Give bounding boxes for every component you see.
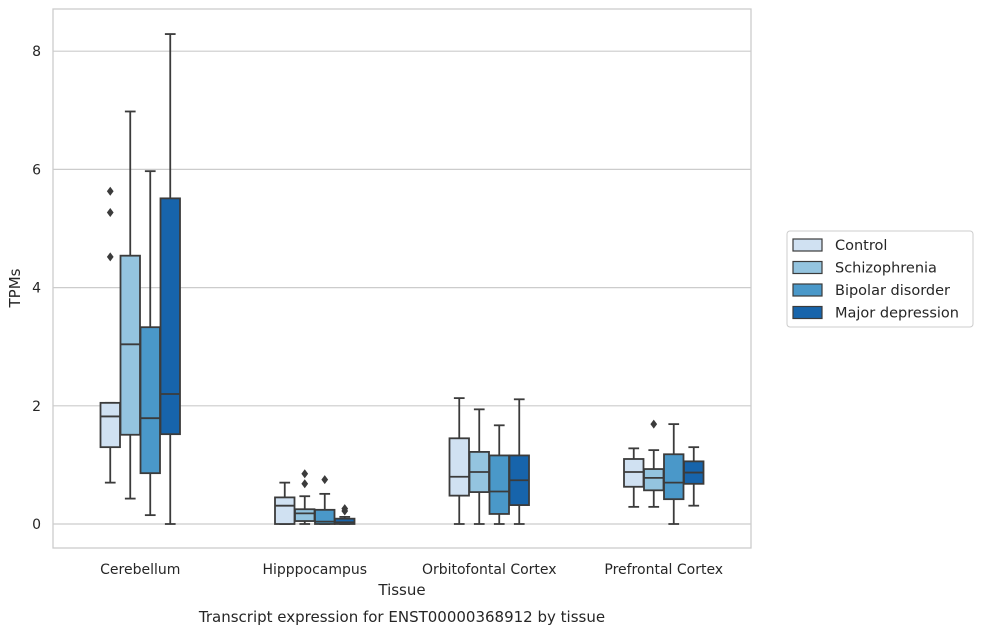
box-plot <box>623 447 645 508</box>
box-plot <box>139 170 161 517</box>
outlier-point <box>106 186 114 196</box>
box-plot <box>508 398 530 525</box>
box <box>99 401 121 449</box>
box-plot <box>314 475 336 525</box>
box <box>663 453 685 501</box>
box-plot <box>683 446 705 507</box>
y-tick-label: 8 <box>32 44 41 60</box>
outlier-point <box>650 419 658 429</box>
x-tick-label: Orbitofontal Cortex <box>422 562 557 578</box>
box <box>294 508 316 522</box>
y-tick-label: 0 <box>32 517 41 533</box>
x-tick-label: Cerebellum <box>100 562 180 578</box>
box-groups <box>99 33 705 525</box>
box-plot <box>468 408 490 525</box>
box <box>488 454 510 515</box>
y-axis-label: TPMs <box>6 268 24 308</box>
x-tick-label: Prefrontal Cortex <box>604 562 723 578</box>
box <box>643 468 665 492</box>
box-plot <box>294 469 316 525</box>
box-plot <box>448 397 470 525</box>
legend-swatch <box>792 260 823 275</box>
outlier-point <box>321 475 329 485</box>
plot-frame <box>52 8 752 549</box>
box <box>159 197 181 436</box>
outlier-point <box>106 252 114 262</box>
box-plot <box>334 504 356 525</box>
box-plot <box>643 419 665 508</box>
x-axis-label: Tissue <box>377 581 425 599</box>
y-tick-label: 2 <box>32 399 41 415</box>
legend-label: Bipolar disorder <box>835 283 950 299</box>
y-tick-label: 6 <box>32 162 41 178</box>
x-axis-ticks: Cerebellum Hipppocampus Orbitofontal Corte… <box>100 562 723 578</box>
legend-swatch <box>792 238 823 252</box>
box-plot <box>274 481 296 525</box>
box <box>448 437 470 497</box>
box-plot <box>119 110 141 500</box>
x-tick-label: Hipppocampus <box>262 562 367 578</box>
chart-title: Transcript expression for ENST0000036891… <box>198 608 605 626</box>
legend-label: Control <box>835 238 887 254</box>
legend-label: Schizophrenia <box>835 261 937 277</box>
legend-swatch <box>792 305 823 320</box>
outlier-point <box>341 504 349 514</box>
box-plot <box>663 423 685 525</box>
legend-label: Major depression <box>835 306 959 322</box>
box <box>274 496 296 525</box>
box <box>314 508 336 525</box>
box <box>139 326 161 475</box>
outlier-point <box>301 479 309 489</box>
y-tick-label: 4 <box>32 281 41 297</box>
outlier-point <box>106 208 114 218</box>
outlier-point <box>301 469 309 479</box>
box-plot <box>159 33 181 525</box>
legend-swatch <box>792 283 823 297</box>
legend: Control Schizophrenia Bipolar disorder Majo… <box>786 230 974 328</box>
legend-frame <box>786 230 974 328</box>
box-plot <box>99 186 121 484</box>
y-axis-ticks: 0 2 4 6 8 <box>32 44 41 533</box>
box-plot <box>488 424 510 525</box>
